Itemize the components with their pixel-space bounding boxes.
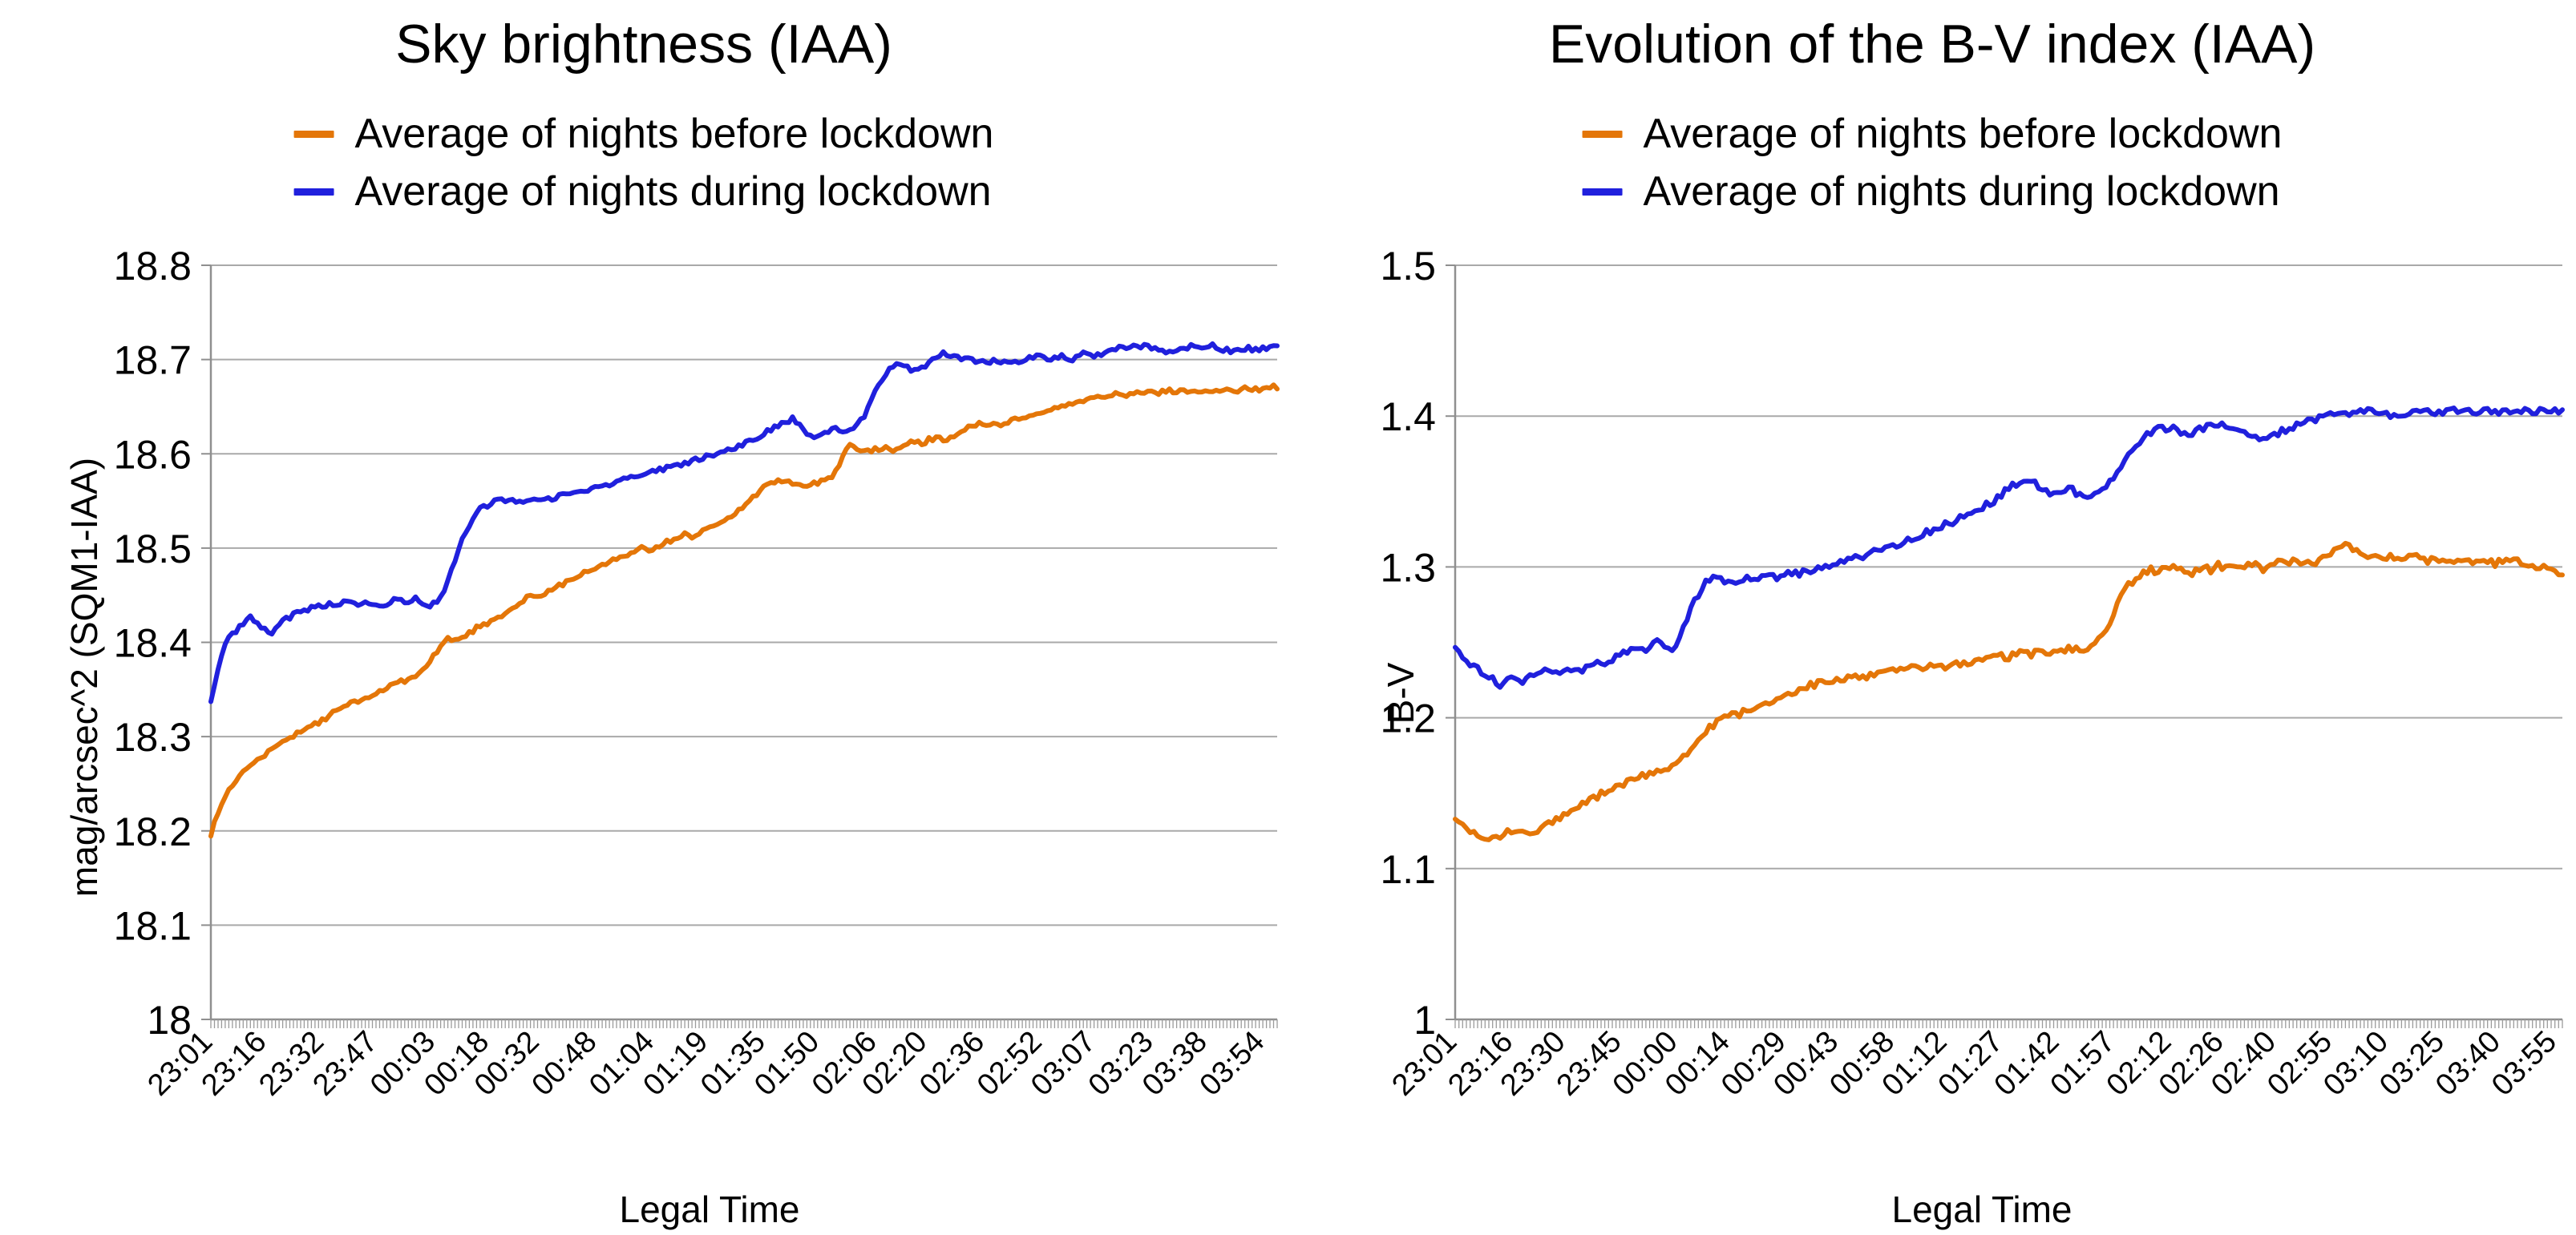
legend: Average of nights before lockdown Averag… <box>1582 111 2283 215</box>
y-tick-label: 18.5 <box>114 527 192 571</box>
legend-label: Average of nights during lockdown <box>1643 168 2280 215</box>
legend-item-during-lockdown: Average of nights during lockdown <box>293 168 992 215</box>
y-tick-label: 18.3 <box>114 715 192 760</box>
legend-swatch-before-icon <box>293 130 334 138</box>
y-tick-label: 1.4 <box>1380 394 1436 439</box>
legend-item-during-lockdown: Average of nights during lockdown <box>1582 168 2280 215</box>
x-tick-label: 00:48 <box>526 1025 604 1103</box>
x-minor-ticks <box>1454 1019 2563 1028</box>
legend-item-before-lockdown: Average of nights before lockdown <box>293 111 994 157</box>
chart-title: Sky brightness (IAA) <box>395 14 892 75</box>
x-tick-label: 03:55 <box>2485 1025 2563 1103</box>
y-tick-label: 18.7 <box>114 338 192 383</box>
legend-swatch-during-icon <box>293 188 334 196</box>
plot-area: 11.11.21.31.41.523:0123:1623:3023:4500:0… <box>1380 244 2565 1103</box>
x-tick-label: 01:27 <box>1932 1025 2010 1103</box>
legend-item-before-lockdown: Average of nights before lockdown <box>1582 111 2283 157</box>
series-line-1 <box>208 341 1280 704</box>
x-axis-title: Legal Time <box>619 1189 800 1230</box>
x-tick-label: 01:42 <box>1988 1025 2066 1103</box>
y-tick-label: 18 <box>147 998 192 1043</box>
y-tick-label: 18.4 <box>114 621 192 666</box>
x-minor-ticks <box>210 1019 1278 1028</box>
x-tick-label: 02:36 <box>913 1025 991 1103</box>
x-tick-label: 03:40 <box>2429 1025 2507 1103</box>
y-tick-label: 1.5 <box>1380 244 1436 289</box>
legend-label: Average of nights before lockdown <box>354 111 994 157</box>
chart-sky-brightness: Sky brightness (IAA) Average of nights b… <box>63 14 1280 1230</box>
y-tick-label: 1.3 <box>1380 545 1436 590</box>
y-tick-label: 18.8 <box>114 244 192 289</box>
y-tick-label: 18.2 <box>114 809 192 854</box>
y-tick-label: 1.2 <box>1380 696 1436 741</box>
legend-label: Average of nights during lockdown <box>354 168 992 215</box>
series-line-1 <box>1453 406 2565 690</box>
chart-title: Evolution of the B-V index (IAA) <box>1548 14 2316 75</box>
series-line-0 <box>1453 540 2565 842</box>
legend: Average of nights before lockdown Averag… <box>293 111 994 215</box>
y-tick-label: 1 <box>1413 998 1436 1043</box>
x-tick-label: 03:25 <box>2373 1025 2451 1103</box>
series-line-0 <box>208 382 1280 839</box>
y-tick-label: 18.6 <box>114 432 192 477</box>
y-tick-label: 1.1 <box>1380 847 1436 892</box>
x-tick-label: 03:10 <box>2317 1025 2395 1103</box>
x-tick-label: 23:45 <box>1551 1025 1628 1103</box>
y-tick-label: 18.1 <box>114 903 192 948</box>
legend-swatch-before-icon <box>1582 130 1623 138</box>
x-tick-label: 01:57 <box>2044 1025 2122 1103</box>
legend-label: Average of nights before lockdown <box>1643 111 2283 157</box>
legend-swatch-during-icon <box>1582 188 1623 196</box>
x-axis-title: Legal Time <box>1891 1189 2073 1230</box>
chart-bv-index: Evolution of the B-V index (IAA) Average… <box>1288 0 2576 1235</box>
plot-area: 1818.118.218.318.418.518.618.718.823:012… <box>114 244 1280 1103</box>
x-tick-label: 02:55 <box>2261 1025 2339 1103</box>
x-tick-label: 03:54 <box>1194 1025 1272 1103</box>
